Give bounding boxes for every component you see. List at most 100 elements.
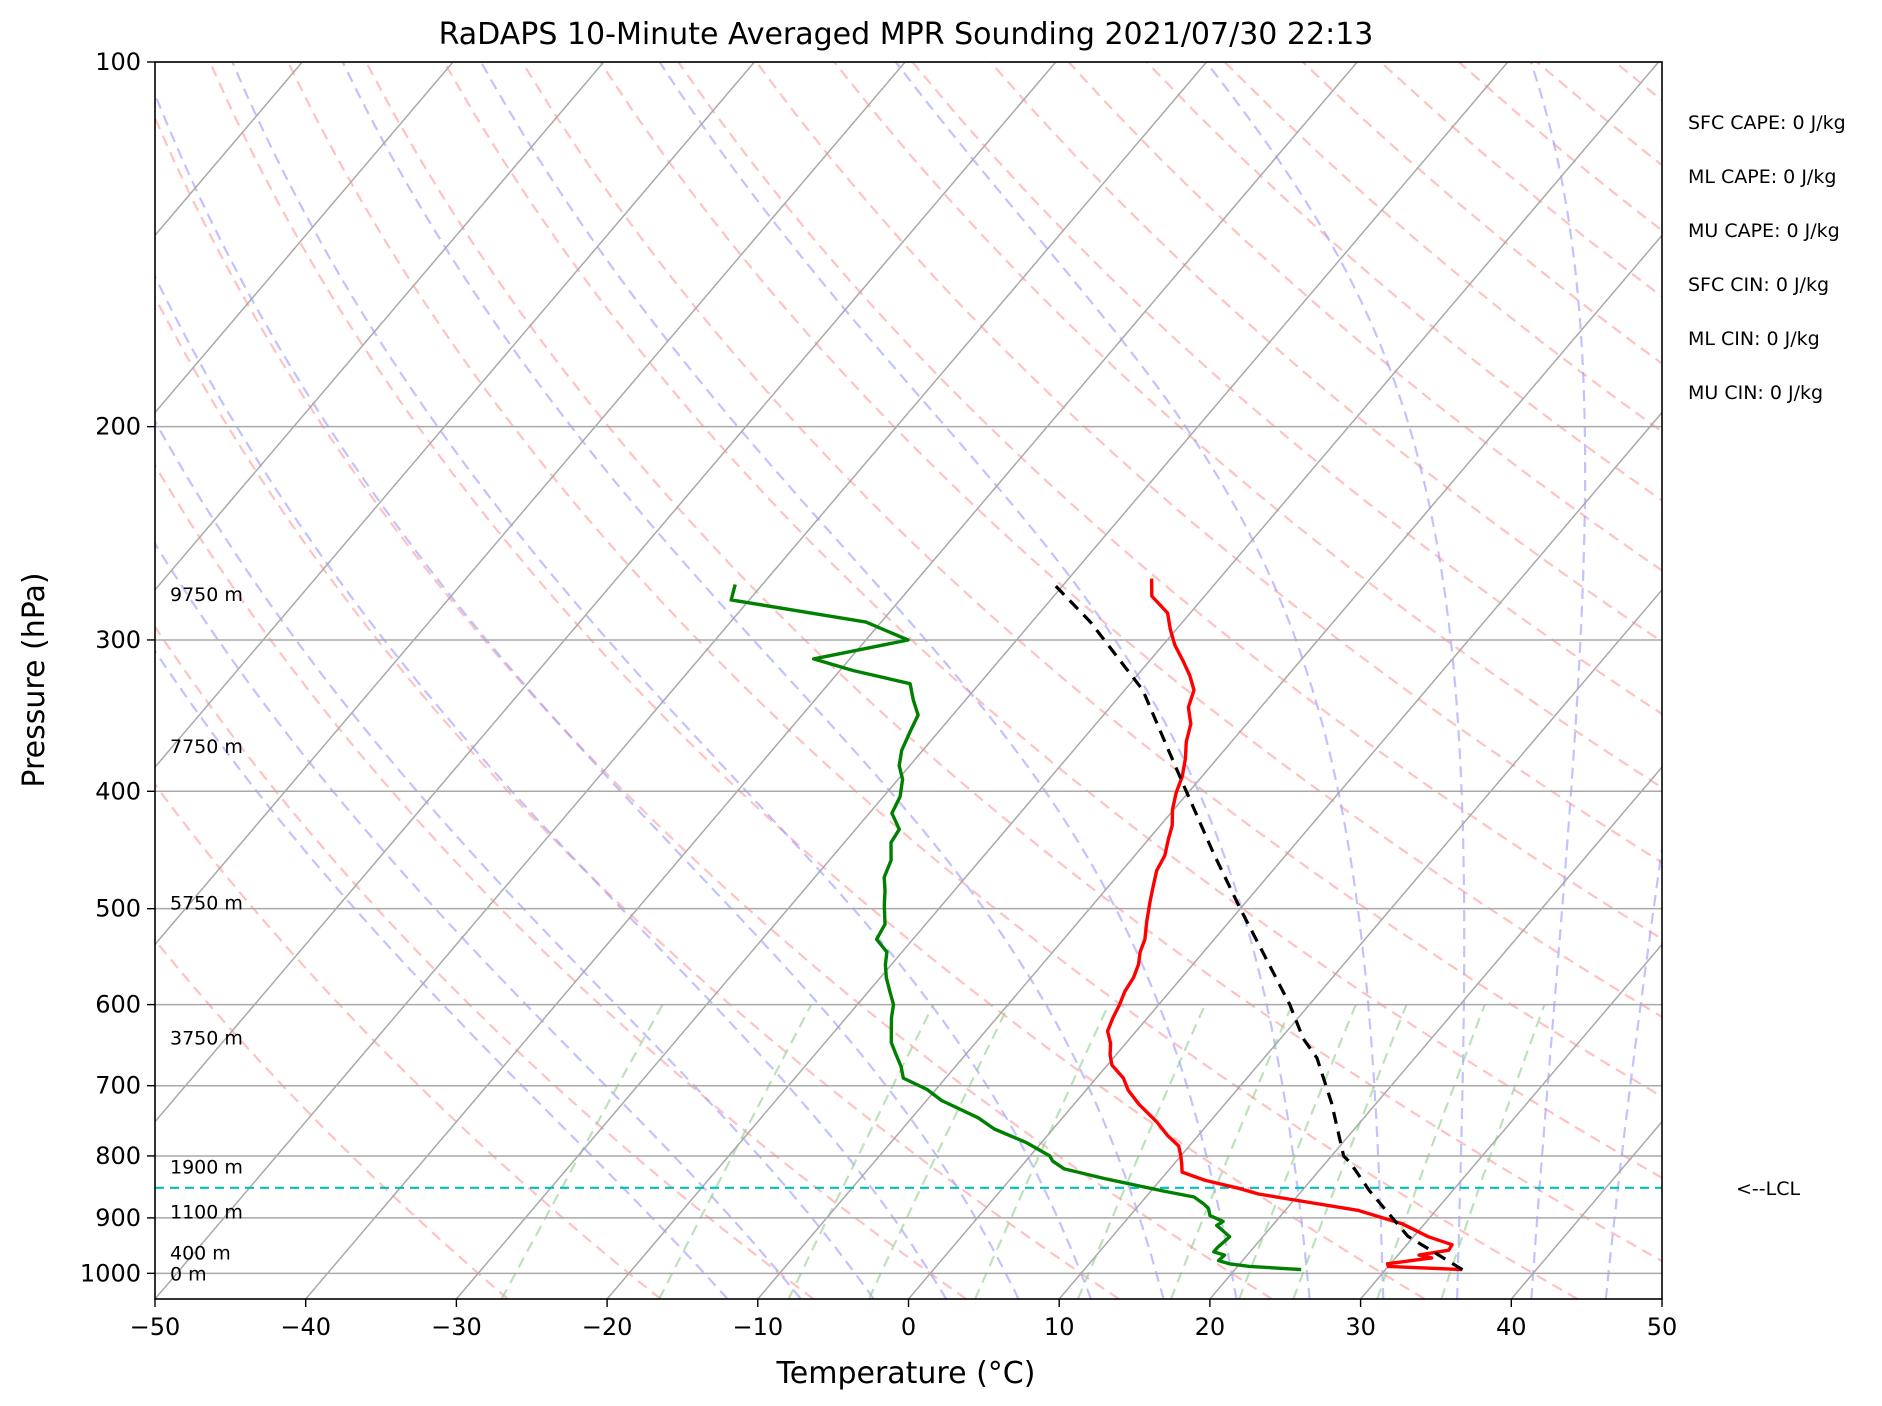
x-axis-label: Temperature (°C)	[776, 1356, 1036, 1391]
moist-adiabat	[155, 541, 802, 1299]
moist-adiabat	[1529, 62, 1587, 1299]
x-axis-ticks: −50 −40 −30 −20 −10 0 10 20 30 40 50	[130, 1299, 1677, 1341]
height-label: 1900 m	[170, 1156, 243, 1178]
mixing-ratio-line	[1076, 1004, 1207, 1299]
dry-adiabat	[677, 62, 1662, 941]
mixing-ratio-line	[1169, 1004, 1294, 1299]
y-tick-label: 100	[95, 48, 141, 76]
moist-adiabat	[155, 91, 1020, 1299]
y-tick-label: 700	[95, 1072, 141, 1100]
moist-adiabat	[341, 62, 1165, 1299]
dry-adiabat	[155, 782, 662, 1299]
y-axis-ticks: 100 200 300 400 500 600 700 800 900 1000	[80, 48, 155, 1287]
isobar-lines	[155, 62, 1662, 1275]
moist-adiabat	[480, 62, 1238, 1299]
mixing-ratio-line	[1238, 1004, 1357, 1299]
moist-adiabat	[1681, 62, 1882, 1299]
stability-index: SFC CAPE: 0 J/kg	[1688, 112, 1846, 134]
y-tick-label: 200	[95, 413, 141, 441]
x-tick-label: 10	[1044, 1313, 1075, 1341]
height-label: 1100 m	[170, 1201, 243, 1223]
isotherm	[0, 62, 1, 1299]
isotherm	[757, 234, 1662, 1299]
x-tick-label: −30	[431, 1313, 482, 1341]
x-tick-label: 0	[901, 1313, 916, 1341]
mixing-ratio-line	[1292, 1004, 1408, 1299]
isotherm	[305, 62, 1358, 1299]
profile-line	[1049, 579, 1464, 1271]
y-tick-label: 500	[95, 895, 141, 923]
dry-adiabat	[208, 62, 1426, 1299]
isotherm	[1209, 765, 1662, 1299]
moist-adiabat	[155, 419, 875, 1299]
moist-adiabat	[155, 649, 729, 1299]
dry-adiabat	[1145, 62, 1662, 502]
height-label: 3750 m	[170, 1028, 243, 1050]
stability-index: ML CAPE: 0 J/kg	[1688, 166, 1836, 188]
moist-adiabat	[1205, 62, 1466, 1299]
y-tick-label: 300	[95, 626, 141, 654]
dry-adiabat	[599, 62, 1662, 1019]
isotherm	[455, 62, 1509, 1299]
mixing-ratio-line	[1376, 1004, 1486, 1299]
y-tick-label: 600	[95, 991, 141, 1019]
moist-adiabat	[658, 62, 1311, 1299]
height-label: 400 m	[170, 1242, 231, 1264]
isotherm	[155, 62, 1057, 1123]
y-axis-label: Pressure (hPa)	[17, 572, 52, 787]
moist-adiabat	[1604, 840, 1662, 1299]
height-label: 5750 m	[170, 892, 243, 914]
height-label: 7750 m	[170, 736, 243, 758]
height-label: 9750 m	[170, 584, 243, 606]
x-tick-label: −50	[130, 1313, 181, 1341]
x-tick-label: 30	[1345, 1313, 1376, 1341]
x-tick-label: −20	[582, 1313, 633, 1341]
y-tick-label: 1000	[80, 1259, 141, 1287]
isotherm	[155, 62, 1208, 1299]
stability-index: SFC CIN: 0 J/kg	[1688, 274, 1829, 296]
dry-adiabat	[286, 62, 1579, 1299]
mixing-ratio-line	[974, 1004, 1110, 1299]
profile-line	[729, 584, 1302, 1272]
dry-adiabat	[443, 62, 1662, 1180]
isotherm	[1360, 943, 1662, 1299]
y-tick-label: 800	[95, 1142, 141, 1170]
dry-adiabat	[1693, 62, 1882, 1299]
x-tick-label: 40	[1496, 1313, 1527, 1341]
isotherm	[155, 62, 906, 946]
dry-adiabat	[1771, 62, 1882, 1299]
y-tick-label: 400	[95, 777, 141, 805]
x-tick-label: 20	[1195, 1313, 1226, 1341]
moist-adiabat	[231, 62, 1093, 1299]
dry-adiabat	[155, 624, 815, 1299]
dry-adiabat	[989, 62, 1662, 643]
lcl-label: <--LCL	[1736, 1178, 1800, 1200]
isotherm	[606, 62, 1660, 1299]
isotherm	[907, 411, 1662, 1299]
dry-adiabat	[833, 62, 1662, 789]
isotherm	[155, 62, 454, 414]
dry-adiabat	[1301, 62, 1662, 365]
isotherm	[155, 62, 605, 592]
mixing-ratio-line	[867, 1004, 1010, 1299]
dry-adiabat	[155, 115, 1273, 1299]
background-reference-lines	[0, 62, 1882, 1299]
profile-line	[1105, 578, 1463, 1272]
isotherm	[1058, 588, 1662, 1299]
mixing-ratio-line	[500, 1004, 664, 1299]
dry-adiabat	[365, 62, 1662, 1263]
stability-indices: SFC CAPE: 0 J/kg ML CAPE: 0 J/kg MU CAPE: …	[1688, 112, 1846, 404]
stability-index: MU CAPE: 0 J/kg	[1688, 220, 1840, 242]
dry-adiabat	[155, 294, 1120, 1299]
y-tick-label: 900	[95, 1204, 141, 1232]
moist-adiabat	[155, 274, 948, 1299]
dry-adiabat	[155, 938, 509, 1299]
x-tick-label: −10	[732, 1313, 783, 1341]
dry-adiabat	[1458, 62, 1662, 232]
dry-adiabat	[521, 62, 1662, 1098]
chart-title: RaDAPS 10-Minute Averaged MPR Sounding 2…	[439, 17, 1374, 52]
mixing-ratio-line	[658, 1004, 813, 1299]
stability-index: MU CIN: 0 J/kg	[1688, 382, 1823, 404]
dry-adiabat	[1614, 62, 1662, 102]
